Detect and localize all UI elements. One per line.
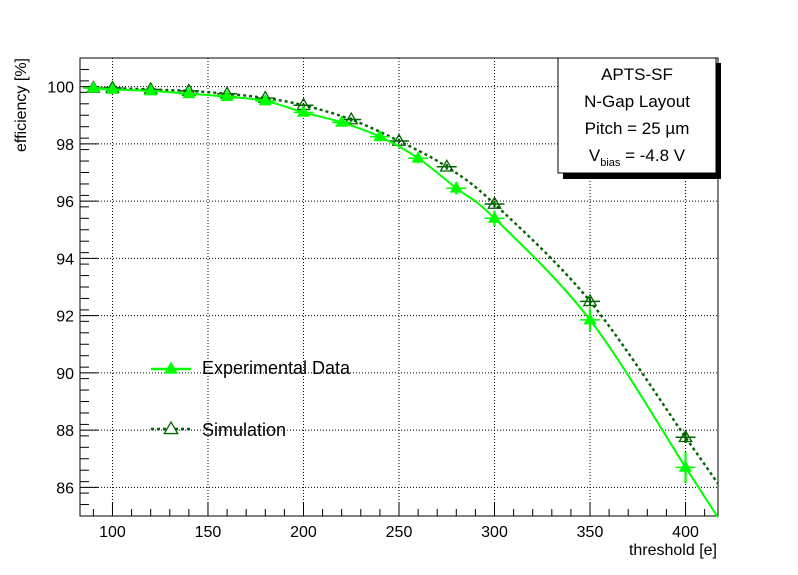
y-tick-label: 88: [56, 423, 74, 440]
info-box-vbias-value: = -4.8 V: [620, 146, 685, 165]
legend-label-experimental: Experimental Data: [202, 358, 351, 378]
tick-labels-layer: 100 150 200 250 300 350 400 86 88 90 92 94 96 98 100: [47, 80, 699, 541]
y-tick-label: 90: [56, 366, 74, 383]
y-tick-label: 92: [56, 309, 74, 326]
x-tick-label: 200: [290, 524, 317, 541]
info-box-vbias-symbol: V: [589, 146, 601, 165]
data-point-experimental: [678, 460, 693, 472]
x-tick-label: 400: [672, 524, 699, 541]
x-tick-label: 350: [577, 524, 604, 541]
x-tick-label: 150: [195, 524, 222, 541]
data-point-experimental: [296, 105, 311, 117]
series-experimental: [83, 81, 719, 519]
x-tick-label: 100: [99, 524, 126, 541]
y-axis-title: efficiency [%]: [13, 58, 30, 152]
data-point-simulation: [678, 429, 693, 443]
x-tick-label: 300: [481, 524, 508, 541]
info-box-pitch: Pitch = 25 µm: [585, 119, 690, 138]
data-point-experimental: [105, 82, 120, 94]
legend: Experimental Data Simulation: [151, 358, 351, 440]
legend-label-simulation: Simulation: [202, 420, 286, 440]
y-tick-label: 94: [56, 251, 74, 268]
legend-marker-experimental: [163, 361, 179, 374]
data-point-experimental: [86, 81, 100, 93]
x-tick-label: 250: [386, 524, 413, 541]
data-point-simulation: [439, 158, 455, 172]
data-point-simulation: [582, 293, 598, 307]
y-tick-label: 100: [47, 80, 74, 97]
data-point-experimental: [220, 89, 234, 102]
y-tick-label: 96: [56, 194, 74, 211]
y-tick-label: 86: [56, 480, 74, 497]
data-point-experimental: [182, 86, 196, 99]
info-box-detector: APTS-SF: [601, 65, 673, 84]
data-point-simulation: [391, 133, 407, 146]
x-axis-title: threshold [e]: [629, 542, 717, 559]
data-point-experimental: [335, 115, 349, 127]
y-tick-label: 98: [56, 137, 74, 154]
legend-marker-simulation: [163, 420, 179, 435]
info-box-frame: [557, 57, 717, 174]
data-point-experimental: [144, 83, 158, 96]
data-point-experimental: [583, 312, 597, 325]
data-point-experimental: [258, 93, 272, 106]
data-point-simulation: [343, 111, 359, 125]
ticks-layer: [80, 57, 706, 517]
info-box-layout: N-Gap Layout: [584, 92, 690, 111]
data-point-simulation: [487, 196, 502, 209]
series-layer: [83, 80, 719, 519]
data-point-experimental: [411, 151, 425, 163]
data-point-experimental: [487, 211, 502, 223]
data-point-experimental: [373, 129, 387, 142]
info-box: APTS-SF N-Gap Layout Pitch = 25 µm Vbias…: [557, 57, 721, 179]
info-box-vbias: Vbias = -4.8 V: [589, 146, 686, 169]
info-box-vbias-subscript: bias: [600, 157, 621, 169]
data-point-experimental: [449, 181, 463, 193]
